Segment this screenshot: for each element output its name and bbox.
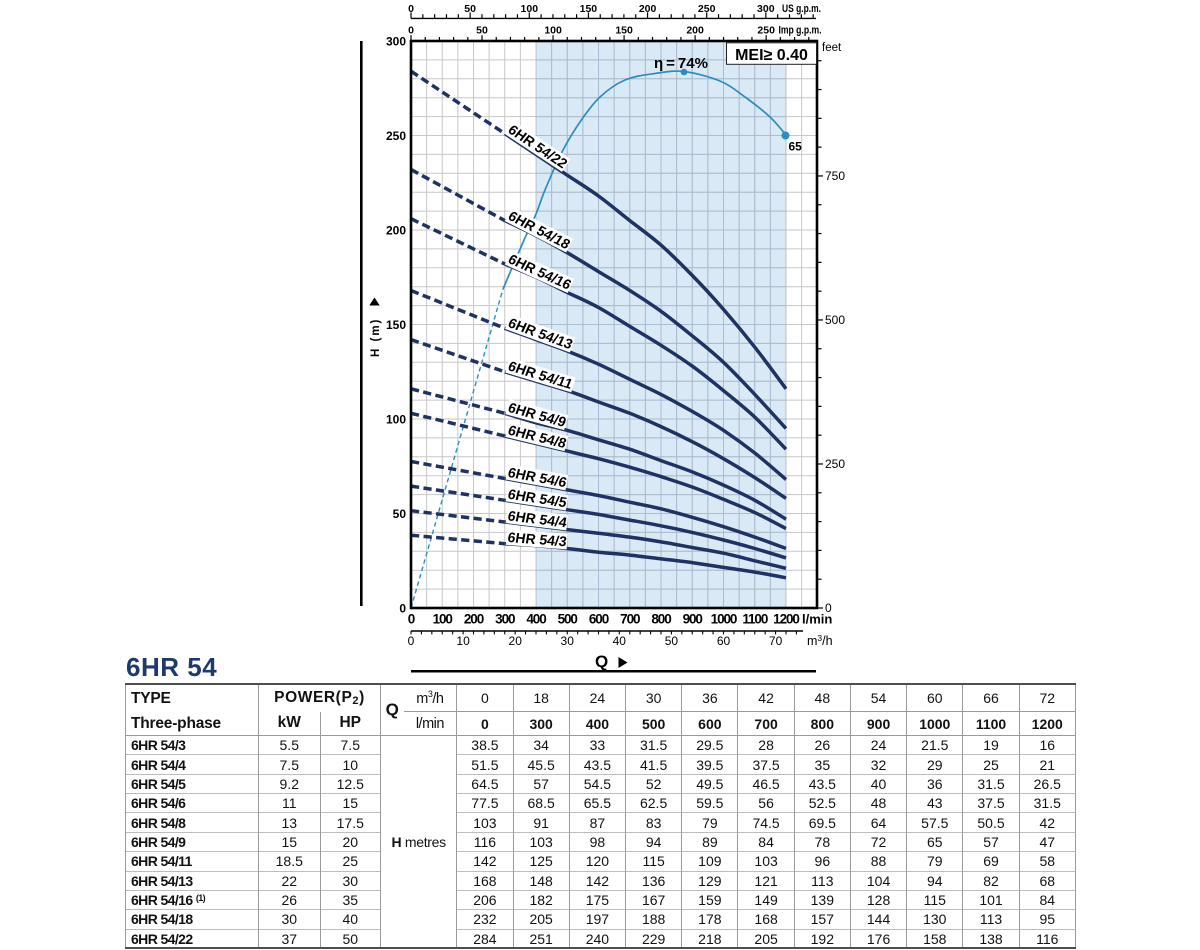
svg-text:250: 250: [757, 24, 775, 36]
svg-text:40: 40: [613, 634, 627, 648]
svg-text:0: 0: [408, 611, 415, 626]
svg-text:20: 20: [509, 634, 523, 648]
svg-text:0: 0: [825, 601, 832, 615]
svg-text:Imp g.p.m.: Imp g.p.m.: [779, 24, 822, 36]
svg-text:250: 250: [698, 3, 716, 15]
svg-text:900: 900: [683, 611, 703, 626]
svg-text:1100: 1100: [742, 611, 767, 626]
svg-text:800: 800: [651, 611, 671, 626]
svg-text:30: 30: [561, 634, 575, 648]
svg-text:100: 100: [521, 3, 539, 15]
svg-text:200: 200: [464, 611, 484, 626]
svg-text:100: 100: [386, 412, 406, 426]
svg-text:US g.p.m.: US g.p.m.: [782, 3, 821, 15]
svg-text:150: 150: [615, 24, 633, 36]
svg-text:700: 700: [620, 611, 640, 626]
svg-text:65: 65: [789, 140, 803, 154]
svg-text:50: 50: [464, 3, 476, 15]
svg-text:400: 400: [526, 611, 546, 626]
svg-text:300: 300: [495, 611, 515, 626]
svg-text:100: 100: [433, 611, 453, 626]
svg-text:l/min: l/min: [802, 611, 832, 626]
svg-text:600: 600: [589, 611, 609, 626]
svg-text:300: 300: [757, 3, 775, 15]
svg-text:50: 50: [665, 634, 679, 648]
svg-text:200: 200: [639, 3, 657, 15]
svg-text:H (m): H (m): [370, 318, 382, 357]
svg-text:1000: 1000: [711, 611, 737, 626]
svg-text:50: 50: [393, 507, 407, 521]
svg-text:η = 74%: η = 74%: [654, 55, 708, 72]
svg-text:0: 0: [399, 601, 406, 615]
svg-text:250: 250: [825, 457, 845, 471]
svg-text:50: 50: [476, 24, 488, 36]
svg-text:150: 150: [386, 318, 406, 332]
svg-text:70: 70: [769, 634, 783, 648]
svg-text:MEI≥ 0.40: MEI≥ 0.40: [735, 47, 808, 64]
svg-text:100: 100: [544, 24, 562, 36]
svg-text:m3/h: m3/h: [807, 633, 833, 648]
svg-text:1200: 1200: [773, 611, 799, 626]
svg-text:750: 750: [825, 169, 845, 183]
svg-text:0: 0: [408, 3, 414, 15]
svg-text:0: 0: [408, 634, 415, 648]
svg-text:60: 60: [717, 634, 731, 648]
svg-text:200: 200: [386, 223, 406, 237]
svg-text:6HR 54/4: 6HR 54/4: [506, 507, 568, 530]
svg-text:10: 10: [456, 634, 470, 648]
svg-text:500: 500: [825, 313, 845, 327]
svg-text:150: 150: [580, 3, 598, 15]
svg-text:500: 500: [558, 611, 578, 626]
svg-text:0: 0: [408, 24, 414, 36]
svg-text:6HR 54/3: 6HR 54/3: [507, 529, 569, 549]
svg-text:250: 250: [386, 129, 406, 143]
svg-text:feet: feet: [822, 42, 842, 54]
svg-text:Q: Q: [595, 652, 608, 671]
svg-text:300: 300: [386, 34, 406, 48]
svg-text:200: 200: [686, 24, 704, 36]
